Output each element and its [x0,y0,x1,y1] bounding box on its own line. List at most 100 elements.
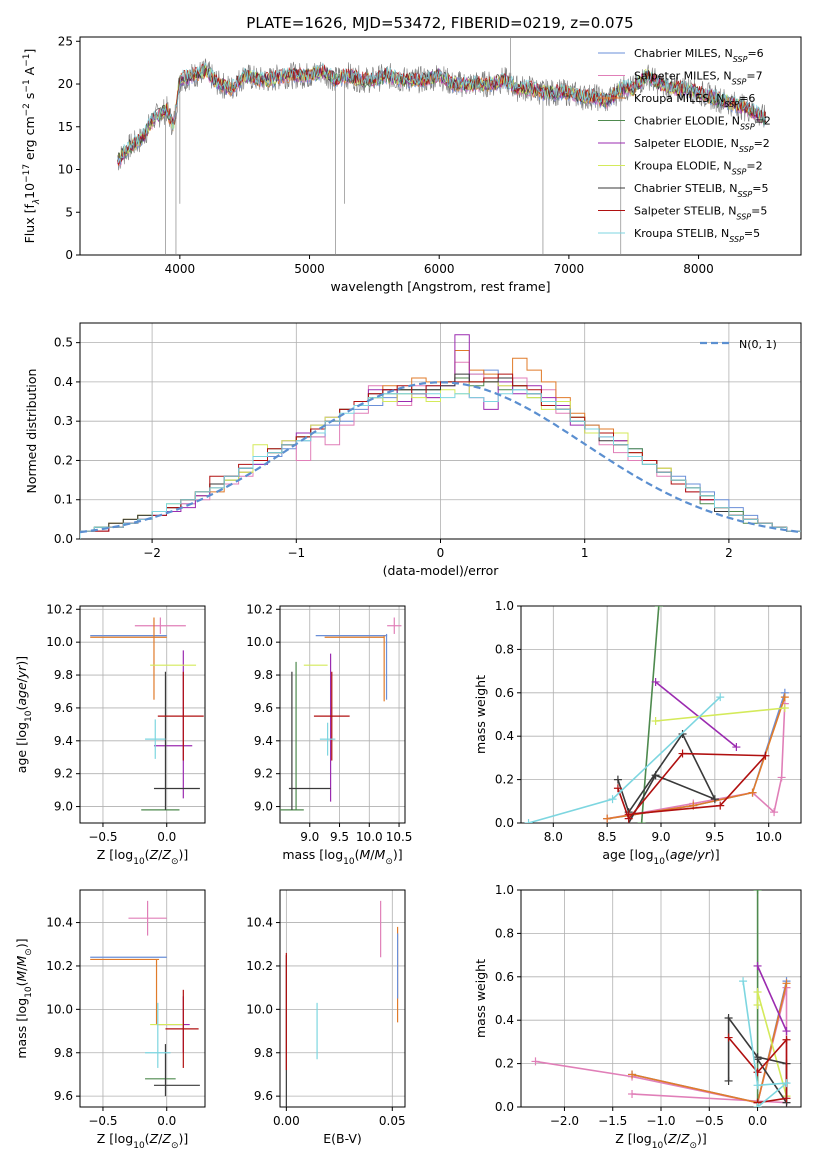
y-tick-label: 10.4 [246,916,273,930]
y-tick-label: 0.0 [54,532,73,546]
age-vs-z-errorbars [90,617,204,811]
legend-entry: Chabrier MILES, NSSP=6 [634,47,764,64]
mass-weight-series-line [607,703,786,820]
y-tick-label: 9.6 [254,1089,273,1103]
y-tick-label: 0.1 [54,493,73,507]
y-tick-label: 0.0 [495,1100,514,1114]
plot-frame [279,889,406,1108]
mass-weight-marker [753,890,762,894]
mass-weight-marker [732,743,741,752]
mass-weight-marker [603,814,612,823]
error-bar-point [134,617,186,634]
mass-weight-marker [748,788,757,797]
x-tick-label: 5000 [294,262,325,276]
y-tick-label: 9.6 [54,701,73,715]
mass-weight-series-line [640,606,660,823]
legend-entry: N(0, 1) [739,338,777,351]
x-tick-label: 0.05 [379,1114,406,1128]
mass-weight-vs-age-x-label: age [log10(age/yr)] [602,847,719,867]
x-tick-label: 0.0 [748,1114,767,1128]
plot-frame [79,889,206,1108]
mass-weight-vs-age-lines [524,606,789,823]
mass-weight-vs-age-axes: 8.0 8.5 9.0 9.5 10.0 0.0 0.2 0.4 0.6 0.8 1.0 [495,599,802,844]
y-tick-label: 9.8 [54,668,73,682]
y-tick-label: 5 [65,205,73,219]
mass-weight-marker [782,1027,791,1036]
mass-weight-series-line [617,732,717,823]
y-tick-label: 0.5 [54,336,73,350]
age-vs-z-y-label: age [log10(age/yr)] [14,656,34,773]
y-tick-label: 9.0 [54,800,73,814]
spectrum-lines [117,37,767,255]
residuals-x-label: (data-model)/error [383,563,500,578]
mass-weight-marker [782,1094,791,1103]
mass-weight-marker [724,1014,733,1023]
mass-weight-series-line [655,707,785,722]
plot-frame [279,605,406,824]
mass-vs-z-y-label: mass [log10(M/M⊙)] [14,938,34,1058]
age-vs-z-x-label: Z [log10(Z/Z⊙)] [97,847,189,867]
error-bar-point [387,617,402,634]
mass-weight-marker [782,1079,791,1088]
y-tick-label: 0.0 [495,816,514,830]
mass-weight-marker [651,677,660,686]
x-tick-label: 8.5 [598,830,617,844]
y-tick-label: 9.4 [54,734,73,748]
plot-frame [79,36,802,256]
mass-weight-marker [613,775,622,784]
mass-weight-marker [753,1103,762,1107]
mass-weight-marker [613,784,622,793]
mass-weight-marker [678,730,687,739]
legend-entry: Kroupa STELIB, NSSP=5 [634,227,760,244]
x-tick-label: −1 [287,546,305,560]
x-tick-label: 10.0 [755,830,782,844]
y-tick-label: 20 [58,77,73,91]
y-tick-label: 9.6 [254,701,273,715]
mass-weight-marker [753,987,762,996]
mass-weight-marker [678,749,687,758]
y-tick-label: 0.4 [54,375,73,389]
legend-entry: Chabrier STELIB, NSSP=5 [634,182,768,199]
y-tick-label: 10 [58,163,73,177]
mass-weight-marker [624,810,633,819]
mass-weight-vs-z-axes: −2.0 −1.5 −1.0 −0.5 0.0 0.0 0.2 0.4 0.6 0.8 1.0 [495,883,802,1128]
x-tick-label: −1.5 [598,1114,627,1128]
mass-weight-marker [753,1055,762,1064]
mass-weight-marker [777,773,786,782]
mass-weight-marker [780,703,789,712]
y-tick-label: 9.2 [54,767,73,781]
mass-vs-z-errorbars [90,900,200,1097]
y-tick-label: 25 [58,34,73,48]
age-vs-mass-axes: 9.0 9.5 10.0 10.59.09.29.49.69.810.010.2 [246,602,412,844]
mass-weight-marker [628,1070,637,1079]
mass-vs-z-x-label: Z [log10(Z/Z⊙)] [97,1131,189,1151]
y-tick-label: 0.3 [54,414,73,428]
y-tick-label: 9.2 [254,767,273,781]
y-tick-label: 10.4 [46,916,73,930]
legend-entry: Salpeter MILES, NSSP=7 [634,70,763,87]
y-tick-label: 0 [65,248,73,262]
mass-weight-marker [628,1089,637,1098]
y-tick-label: 10.2 [246,602,273,616]
y-tick-label: 0.8 [495,926,514,940]
y-tick-label: 0.2 [54,453,73,467]
spectrum-x-label: wavelength [Angstrom, rest frame] [330,279,550,294]
mass-weight-marker [753,1081,762,1090]
x-tick-label: −1.0 [646,1114,675,1128]
spectrum-legend: Chabrier MILES, NSSP=6 Salpeter MILES, NS… [598,47,771,244]
y-tick-label: 0.6 [495,970,514,984]
residuals-y-label: Normed distribution [24,369,39,494]
mass-weight-marker [651,717,660,726]
mass-weight-marker [753,1068,762,1077]
y-tick-label: 10.0 [46,1002,73,1016]
x-tick-label: 9.0 [300,830,319,844]
mass-weight-marker [782,1035,791,1044]
y-tick-label: 1.0 [495,599,514,613]
mass-weight-marker [710,795,719,804]
x-tick-label: 9.0 [651,830,670,844]
spectrum-axes: 4000 5000 6000 7000 8000 0 5 10 15 20 25 [58,34,802,276]
mass-weight-marker [524,819,533,823]
mass-weight-vs-z-x-label: Z [log10(Z/Z⊙)] [615,1131,707,1151]
x-tick-label: 0 [437,546,445,560]
